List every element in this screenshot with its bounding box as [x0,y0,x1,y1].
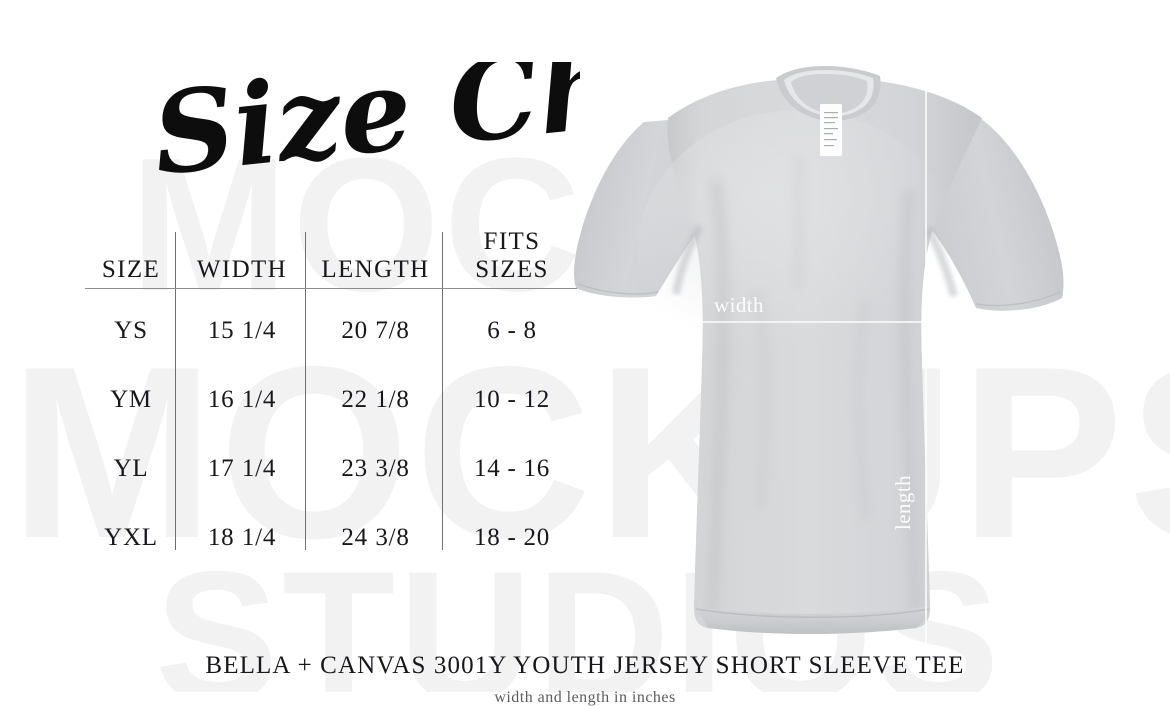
cell-length-fraction: 3/8 [375,455,409,482]
cell-length-fraction: 7/8 [375,317,409,344]
cell-width-fraction: 1/4 [242,455,276,482]
caption-product-name: BELLA + CANVAS 3001Y YOUTH JERSEY SHORT … [0,652,1170,680]
cell-width-whole: 18 [208,524,235,551]
table-row: YXL 18 1/4 24 3/8 18 - 20 [85,503,580,572]
tshirt-mockup: width length [548,60,1108,650]
table-header-rule [85,288,577,289]
cell-width-fraction: 1/4 [242,524,276,551]
cell-length-whole: 20 [341,317,368,344]
cell-width-fraction: 1/4 [242,317,276,344]
cell-length-whole: 24 [341,524,368,551]
table-divider-3 [442,232,443,550]
table-row: YS 15 1/4 20 7/8 6 - 8 [85,296,580,365]
cell-width: 17 1/4 [177,434,307,503]
table-row: YM 16 1/4 22 1/8 10 - 12 [85,365,580,434]
cell-size: YM [85,365,177,434]
neck-tag [820,104,842,156]
page-title-text: Size Chart [150,62,580,201]
cell-length-fraction: 3/8 [375,524,409,551]
page-title: Size Chart [150,62,580,212]
cell-length: 20 7/8 [307,296,444,365]
length-measure-label: length [891,475,915,530]
cell-size: YXL [85,503,177,572]
column-header-fits: FITS SIZES [444,228,580,296]
size-table: SIZE WIDTH LENGTH FITS SIZES YS 15 1/4 20… [85,228,580,548]
cell-width: 16 1/4 [177,365,307,434]
cell-fits: 6 - 8 [444,296,580,365]
cell-length-whole: 22 [341,386,368,413]
cell-width-whole: 15 [208,317,235,344]
cell-length: 23 3/8 [307,434,444,503]
caption: BELLA + CANVAS 3001Y YOUTH JERSEY SHORT … [0,652,1170,706]
width-measure-label: width [714,293,764,317]
cell-width-fraction: 1/4 [242,386,276,413]
table-divider-2 [305,232,306,550]
cell-width-whole: 17 [208,455,235,482]
cell-fits: 14 - 16 [444,434,580,503]
cell-width: 15 1/4 [177,296,307,365]
table-divider-1 [175,232,176,550]
cell-width-whole: 16 [208,386,235,413]
column-header-length: LENGTH [307,228,444,296]
cell-size: YS [85,296,177,365]
cell-width: 18 1/4 [177,503,307,572]
cell-length: 22 1/8 [307,365,444,434]
page-title-svg: Size Chart [150,62,580,212]
caption-units-note: width and length in inches [0,689,1170,706]
tshirt-svg: width length [548,60,1108,650]
size-table-grid: SIZE WIDTH LENGTH FITS SIZES YS 15 1/4 20… [85,228,580,572]
cell-fits: 18 - 20 [444,503,580,572]
column-header-width: WIDTH [177,228,307,296]
cell-length-whole: 23 [341,455,368,482]
cell-length-fraction: 1/8 [375,386,409,413]
column-header-size: SIZE [85,228,177,296]
cell-fits: 10 - 12 [444,365,580,434]
table-row: YL 17 1/4 23 3/8 14 - 16 [85,434,580,503]
table-header-row: SIZE WIDTH LENGTH FITS SIZES [85,228,580,296]
cell-length: 24 3/8 [307,503,444,572]
cell-size: YL [85,434,177,503]
